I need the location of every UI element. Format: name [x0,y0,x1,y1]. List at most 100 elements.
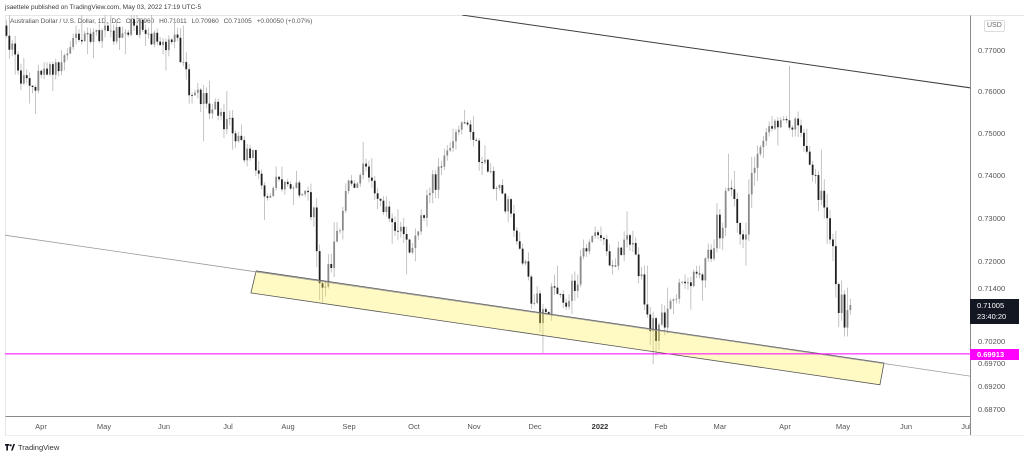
support-zone-rectangle[interactable] [250,270,885,386]
time-tick-label: Apr [35,422,47,431]
candle [646,265,649,318]
candle [420,209,423,235]
candle [330,253,333,273]
candle [837,282,840,328]
upper-trendline[interactable] [461,15,970,89]
currency-badge[interactable]: USD [984,20,1005,32]
candle [104,15,106,38]
candle [324,280,327,297]
candle [571,274,573,315]
candle [542,303,544,354]
candle [681,281,684,285]
candle [629,233,631,251]
candle [304,190,307,197]
candle [228,110,231,126]
candle [649,306,652,346]
candle [208,80,211,120]
candle [11,39,14,57]
legend-close-value: C0.71005 [223,18,252,25]
candle [89,28,92,44]
candle [455,129,457,150]
candle [66,48,69,61]
candle [388,200,391,223]
candle [747,179,750,241]
time-tick-label: Jul [223,422,233,431]
candle [800,119,802,138]
candle [698,265,701,279]
price-tick-label: 0.71400 [978,283,1006,293]
candle [527,252,530,281]
candle [834,230,837,298]
candle [385,196,388,217]
candle [727,153,730,192]
drawing-overlays[interactable] [5,15,970,386]
candle [51,61,54,92]
candle [544,307,547,315]
candle [428,187,431,204]
candle [478,138,481,171]
chart-pane[interactable] [5,15,970,416]
candle [611,260,614,275]
candle [614,258,617,267]
candle [80,15,83,45]
candle [718,209,721,249]
price-tick-label: 0.74000 [978,171,1006,181]
candle [397,209,399,241]
symbol-description: Australian Dollar / U.S. Dollar, 1D, IDC [10,18,121,25]
candle [194,89,196,96]
candle [411,243,414,255]
candle [246,143,249,167]
candle [460,121,463,135]
candle [307,186,309,201]
candle [214,98,217,110]
candle [5,20,8,38]
candle [405,227,408,275]
candle [452,128,454,153]
candle [237,132,240,143]
candle [684,274,686,289]
candle [626,211,628,248]
candle [617,241,620,271]
candle [600,226,602,242]
candle [254,149,257,177]
price-axis[interactable]: USD 0.77000 0.76000 0.75000 0.74000 0.73000 0… [970,15,1024,436]
candle [443,148,446,171]
candle [774,119,776,130]
candle [463,109,466,125]
candle [359,173,362,188]
candle [83,30,86,42]
candle [814,169,817,184]
time-tick-label: Nov [467,422,481,431]
time-tick-label: Sep [342,422,356,431]
candle [408,238,411,254]
axis-corner [970,416,1024,436]
candle [376,187,379,210]
price-tick-label: 0.72000 [978,257,1006,267]
candle [823,179,826,219]
candle [263,182,266,221]
candle [475,137,478,142]
candle [437,158,440,199]
time-tick-label: Jun [157,422,171,431]
time-tick-label: Apr [779,422,791,431]
candle [481,156,483,176]
candle [301,193,304,196]
candle [138,17,141,39]
candle [336,222,338,243]
candle [240,124,243,141]
tradingview-branding: TradingView [5,442,59,452]
candle [582,239,585,260]
candle [118,26,121,50]
price-tick-label: 0.77000 [978,46,1006,55]
lower-trendline[interactable] [5,234,970,377]
candle [539,290,541,333]
candle [426,189,428,227]
candle [666,287,669,334]
time-tick-year-label: 2022 [591,422,609,431]
candle [623,231,626,262]
candle [457,125,460,136]
candle [141,18,144,33]
time-axis[interactable]: Apr May Jun Jul Aug Sep Oct Nov Dec 2022 Feb Mar Apr… [5,416,970,436]
candle [257,161,260,180]
